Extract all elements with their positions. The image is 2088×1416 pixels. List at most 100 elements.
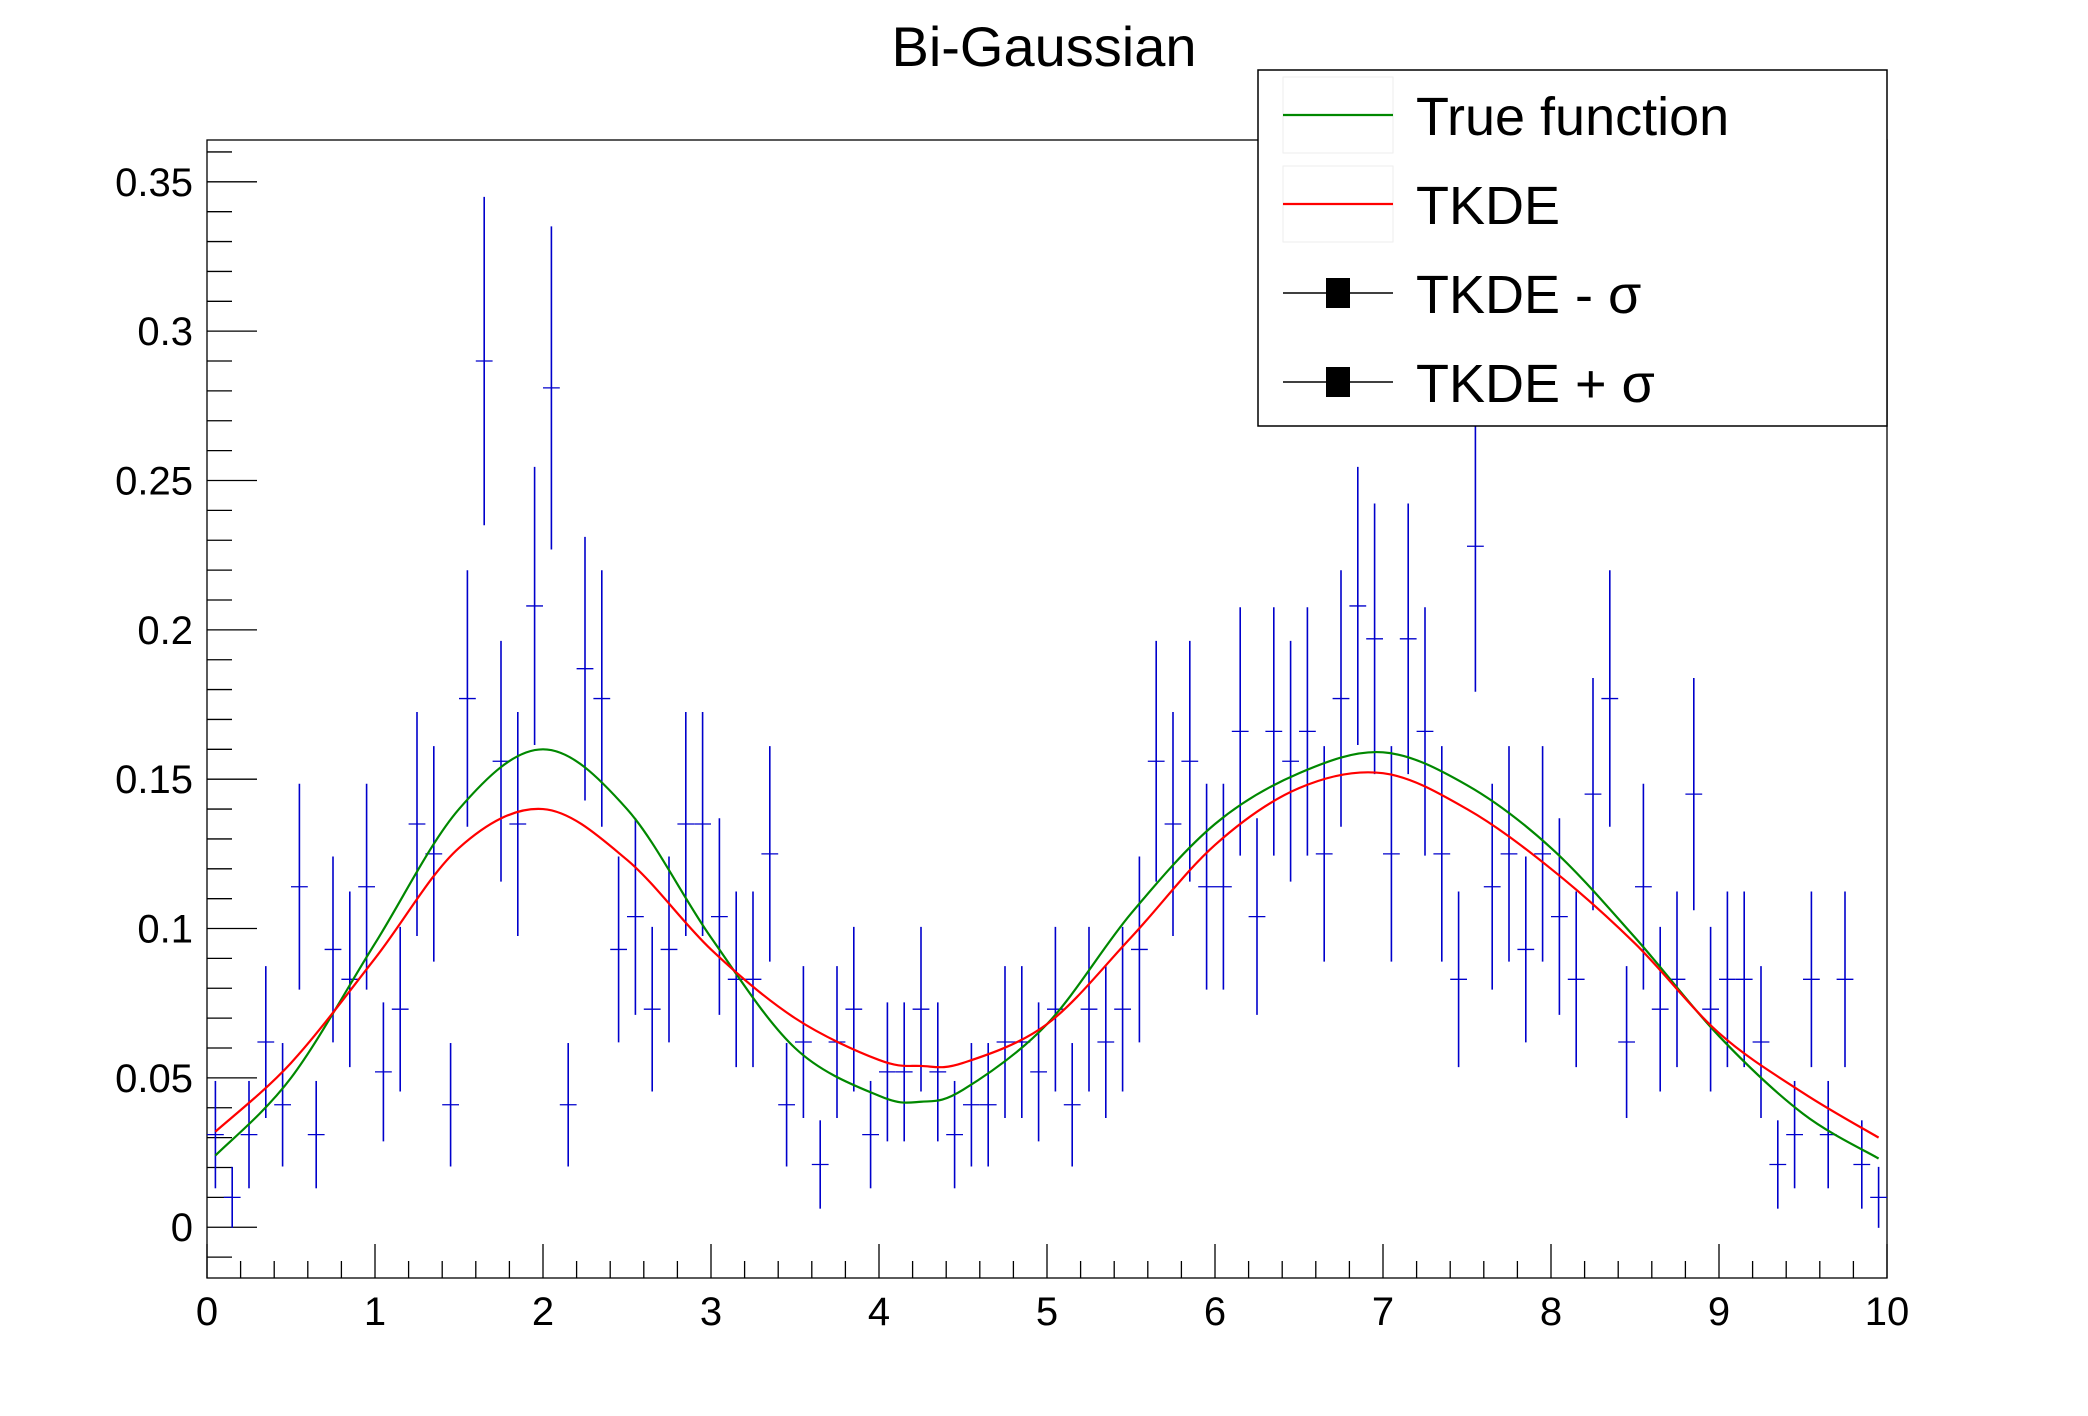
legend-label: TKDE: [1416, 176, 1560, 236]
histogram-point: [1719, 891, 1736, 1068]
histogram-point: [1601, 570, 1619, 827]
histogram-point: [475, 196, 493, 526]
histogram-point: [341, 891, 359, 1068]
histogram-point: [610, 856, 627, 1043]
y-tick-label: 0.25: [115, 460, 193, 504]
histogram-point: [778, 1043, 795, 1167]
histogram-point: [879, 1002, 896, 1142]
histogram-point: [240, 1080, 258, 1189]
legend-square-marker: [1326, 278, 1350, 308]
histogram-point: [727, 891, 745, 1068]
histogram-point: [1551, 818, 1568, 1015]
histogram-point: [1685, 678, 1703, 911]
y-tick-label: 0: [171, 1206, 193, 1250]
legend-entry: TKDE: [1282, 165, 1560, 243]
x-tick-label: 4: [868, 1290, 890, 1334]
x-tick-label: 6: [1204, 1290, 1226, 1334]
histogram-point: [509, 711, 527, 937]
histogram-point: [257, 966, 275, 1118]
histogram-point: [1181, 640, 1199, 882]
histogram-point: [1282, 640, 1299, 882]
histogram-point: [1231, 607, 1249, 856]
y-tick-label: 0.15: [115, 758, 193, 802]
histogram-point: [307, 1080, 325, 1189]
histogram-point: [459, 570, 476, 827]
histogram-point: [845, 926, 863, 1092]
histogram-point: [1567, 891, 1585, 1068]
histogram-point: [543, 226, 560, 550]
histogram-point: [1114, 926, 1131, 1092]
histogram-point: [694, 711, 711, 937]
histogram-point: [408, 711, 426, 937]
histogram-point: [1702, 926, 1719, 1092]
histogram-point: [1299, 607, 1316, 856]
histogram-point: [643, 926, 661, 1092]
legend-label: TKDE + σ: [1416, 354, 1655, 414]
histogram-point: [207, 1080, 224, 1189]
y-tick-label: 0.35: [115, 161, 193, 205]
histogram-point: [559, 1043, 577, 1167]
histogram-point: [576, 536, 594, 801]
histogram-point: [1752, 966, 1770, 1118]
x-tick-label: 8: [1540, 1290, 1562, 1334]
y-tick-label: 0.2: [137, 609, 193, 653]
histogram-point: [1383, 746, 1400, 962]
histogram-point: [1517, 856, 1535, 1043]
histogram-point: [1147, 640, 1165, 882]
histogram-point: [1097, 966, 1115, 1118]
histogram-point: [593, 570, 611, 827]
histogram-point: [492, 640, 510, 882]
histogram-point: [223, 1166, 241, 1228]
legend-entry: TKDE + σ: [1283, 354, 1655, 414]
legend-entry: TKDE - σ: [1283, 265, 1641, 325]
histogram-point: [1164, 711, 1182, 937]
x-tick-label: 9: [1708, 1290, 1730, 1334]
legend: True function TKDE TKDE - σ TKDE + σ: [1257, 69, 1888, 427]
histogram-point: [996, 966, 1014, 1118]
histogram-point: [1500, 746, 1518, 962]
true-function-curve: [214, 748, 1880, 1160]
histogram-point: [1265, 607, 1283, 856]
histogram-point: [1651, 926, 1669, 1092]
histogram-point: [1450, 891, 1467, 1068]
histogram-point: [979, 1043, 997, 1167]
tkde-curve: [214, 771, 1880, 1139]
x-tick-label: 10: [1865, 1290, 1910, 1334]
histogram-point: [761, 746, 779, 962]
x-tick-label: 5: [1036, 1290, 1058, 1334]
histogram-point: [1030, 1002, 1047, 1142]
legend-box: [1257, 69, 1888, 427]
histogram-point: [1735, 891, 1753, 1068]
histogram-point: [1433, 746, 1451, 962]
histogram-point: [1131, 856, 1148, 1043]
chart-title: Bi-Gaussian: [891, 15, 1196, 78]
histogram-point: [929, 1002, 947, 1142]
histogram-point: [1635, 783, 1652, 990]
histogram-point: [946, 1080, 963, 1189]
histogram-point: [1467, 400, 1484, 692]
x-tick-label: 0: [196, 1290, 218, 1334]
legend-square-marker: [1326, 367, 1350, 397]
histogram-point: [1332, 570, 1350, 827]
y-tick-label: 0.1: [137, 908, 193, 952]
legend-label: True function: [1416, 87, 1729, 147]
histogram-point: [1769, 1120, 1787, 1209]
histogram-point: [660, 856, 678, 1043]
legend-label: TKDE - σ: [1416, 265, 1641, 325]
histogram-point: [711, 818, 728, 1015]
histogram-point: [811, 1120, 829, 1209]
histogram-point: [1399, 503, 1417, 775]
histogram-point: [1198, 783, 1215, 990]
x-tick-label: 3: [700, 1290, 722, 1334]
histogram-point: [1080, 926, 1098, 1092]
histogram-point: [1416, 607, 1434, 856]
histogram-point: [1836, 891, 1854, 1068]
histogram-point: [912, 926, 930, 1092]
histogram-point: [375, 1002, 392, 1142]
x-tick-label: 1: [364, 1290, 386, 1334]
histogram-point: [1870, 1166, 1887, 1228]
y-tick-label: 0.3: [137, 310, 193, 354]
histogram-point: [526, 466, 543, 745]
histogram-point: [627, 818, 644, 1015]
